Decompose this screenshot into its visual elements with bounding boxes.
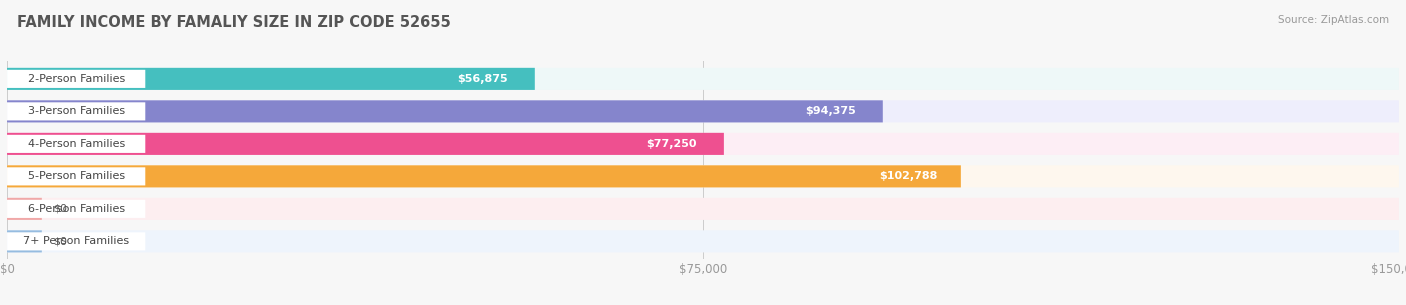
FancyBboxPatch shape bbox=[7, 70, 145, 88]
FancyBboxPatch shape bbox=[862, 169, 956, 184]
Text: $0: $0 bbox=[53, 204, 67, 214]
Text: 5-Person Families: 5-Person Families bbox=[28, 171, 125, 181]
Text: 3-Person Families: 3-Person Families bbox=[28, 106, 125, 117]
Text: $56,875: $56,875 bbox=[457, 74, 508, 84]
FancyBboxPatch shape bbox=[7, 230, 42, 253]
FancyBboxPatch shape bbox=[783, 104, 879, 119]
FancyBboxPatch shape bbox=[7, 200, 145, 218]
Text: $77,250: $77,250 bbox=[647, 139, 697, 149]
FancyBboxPatch shape bbox=[7, 68, 534, 90]
Text: Source: ZipAtlas.com: Source: ZipAtlas.com bbox=[1278, 15, 1389, 25]
Text: $94,375: $94,375 bbox=[806, 106, 856, 117]
Text: $0: $0 bbox=[53, 236, 67, 246]
FancyBboxPatch shape bbox=[7, 198, 42, 220]
Text: 4-Person Families: 4-Person Families bbox=[28, 139, 125, 149]
FancyBboxPatch shape bbox=[436, 72, 530, 86]
FancyBboxPatch shape bbox=[7, 165, 960, 188]
FancyBboxPatch shape bbox=[7, 165, 1399, 188]
FancyBboxPatch shape bbox=[7, 198, 1399, 220]
FancyBboxPatch shape bbox=[7, 135, 145, 153]
FancyBboxPatch shape bbox=[7, 100, 883, 122]
FancyBboxPatch shape bbox=[7, 133, 724, 155]
FancyBboxPatch shape bbox=[7, 230, 1399, 253]
Text: $102,788: $102,788 bbox=[880, 171, 938, 181]
FancyBboxPatch shape bbox=[7, 232, 145, 250]
FancyBboxPatch shape bbox=[624, 137, 718, 151]
Text: FAMILY INCOME BY FAMALIY SIZE IN ZIP CODE 52655: FAMILY INCOME BY FAMALIY SIZE IN ZIP COD… bbox=[17, 15, 450, 30]
Text: 7+ Person Families: 7+ Person Families bbox=[22, 236, 129, 246]
FancyBboxPatch shape bbox=[7, 68, 1399, 90]
FancyBboxPatch shape bbox=[7, 100, 1399, 122]
FancyBboxPatch shape bbox=[7, 133, 1399, 155]
Text: 2-Person Families: 2-Person Families bbox=[28, 74, 125, 84]
Text: 6-Person Families: 6-Person Families bbox=[28, 204, 125, 214]
FancyBboxPatch shape bbox=[7, 102, 145, 120]
FancyBboxPatch shape bbox=[7, 167, 145, 185]
